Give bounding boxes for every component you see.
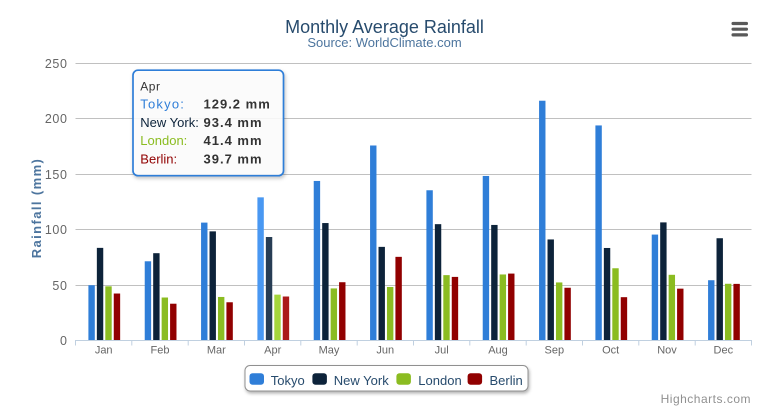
svg-text:50: 50 (52, 279, 67, 293)
svg-text:Tokyo:: Tokyo: (140, 97, 185, 112)
svg-text:41.4 mm: 41.4 mm (204, 133, 263, 148)
svg-text:Sep: Sep (545, 345, 565, 357)
svg-text:Oct: Oct (602, 345, 619, 357)
svg-text:Tokyo: Tokyo (271, 373, 305, 388)
svg-text:93.4 mm: 93.4 mm (204, 115, 263, 130)
svg-text:Berlin: Berlin (490, 373, 523, 388)
svg-text:Jan: Jan (95, 345, 113, 357)
svg-text:Nov: Nov (657, 345, 677, 357)
svg-text:250: 250 (45, 57, 68, 71)
svg-text:Monthly Average Rainfall: Monthly Average Rainfall (285, 17, 484, 37)
svg-text:London:: London: (140, 133, 187, 148)
svg-text:Apr: Apr (264, 345, 281, 357)
svg-text:Highcharts.com: Highcharts.com (661, 392, 751, 406)
svg-text:Jun: Jun (376, 345, 394, 357)
svg-text:New York: New York (334, 373, 389, 388)
svg-text:150: 150 (45, 168, 68, 182)
svg-text:200: 200 (45, 112, 68, 126)
svg-text:129.2 mm: 129.2 mm (204, 97, 271, 112)
svg-text:Apr: Apr (140, 80, 160, 94)
svg-text:39.7 mm: 39.7 mm (204, 151, 263, 166)
svg-text:Berlin:: Berlin: (140, 151, 177, 166)
svg-text:0: 0 (60, 334, 68, 348)
svg-text:May: May (319, 345, 340, 357)
svg-text:New York:: New York: (140, 115, 199, 130)
svg-text:Jul: Jul (435, 345, 449, 357)
svg-text:100: 100 (45, 223, 68, 237)
svg-text:Dec: Dec (714, 345, 734, 357)
svg-text:Feb: Feb (151, 345, 170, 357)
svg-text:Aug: Aug (488, 345, 508, 357)
svg-text:Mar: Mar (207, 345, 226, 357)
svg-text:Source: WorldClimate.com: Source: WorldClimate.com (307, 35, 461, 50)
svg-text:Rainfall (mm): Rainfall (mm) (29, 158, 44, 259)
svg-text:London: London (418, 373, 461, 388)
